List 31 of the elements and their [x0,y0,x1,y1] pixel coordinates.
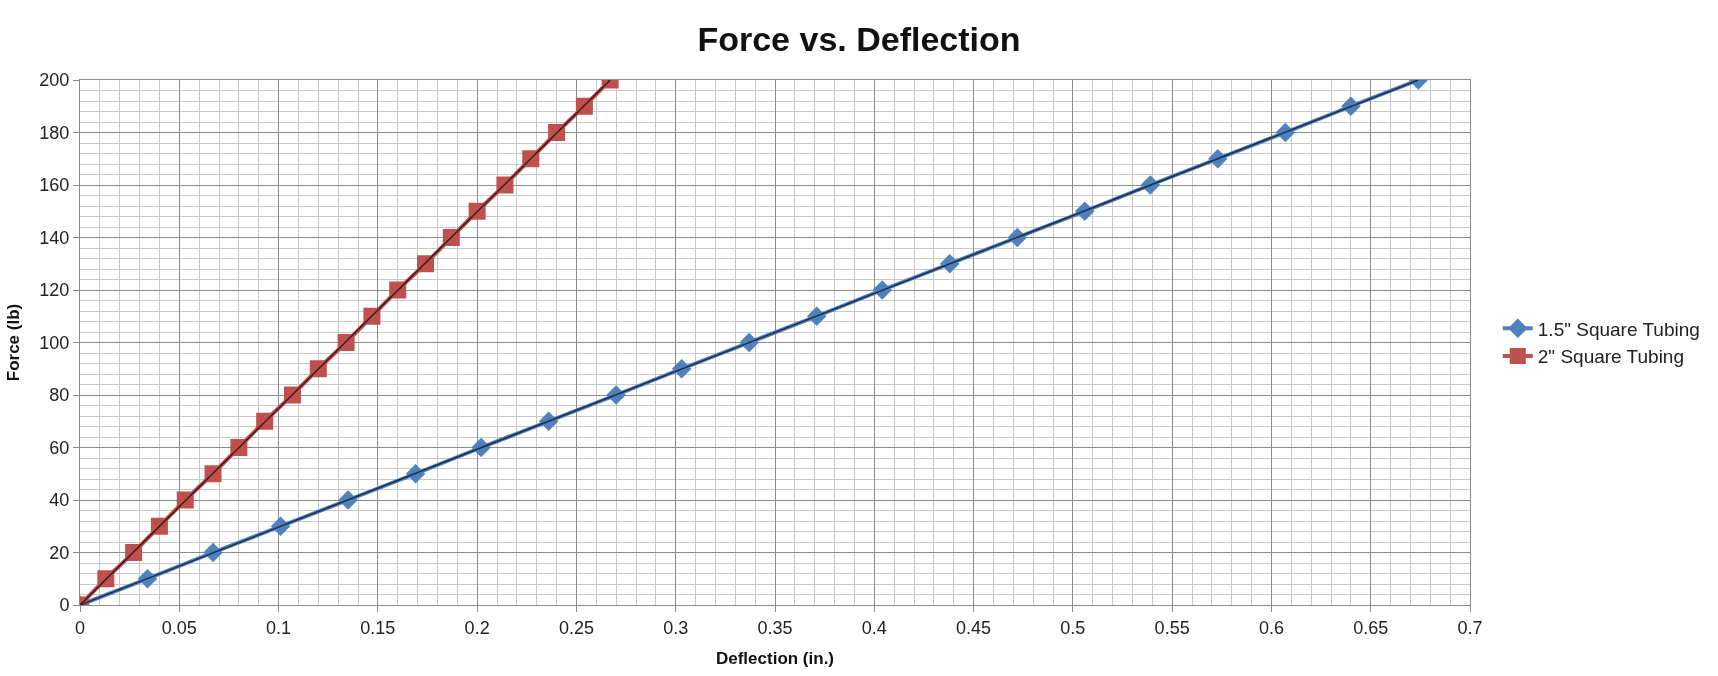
legend-label: 1.5" Square Tubing [1537,318,1700,340]
y-tick-label: 160 [39,175,70,196]
legend-label: 2" Square Tubing [1537,346,1684,368]
x-tick-label: 0.7 [1457,617,1483,638]
x-tick-label: 0.3 [663,617,689,638]
y-tick-label: 100 [39,332,70,353]
y-tick-label: 40 [49,490,70,511]
x-tick-label: 0.1 [266,617,292,638]
x-tick-label: 0 [74,617,86,638]
chart-title: Force vs. Deflection [697,19,1021,58]
x-tick-label: 0.25 [558,617,594,638]
x-tick-label: 0.15 [360,617,396,638]
y-tick-label: 20 [49,542,70,563]
y-axis-title: Force (lb) [3,303,23,382]
x-tick-label: 0.35 [757,617,793,638]
y-tick-label: 0 [59,595,70,616]
x-tick-label: 0.5 [1060,617,1086,638]
x-tick-label: 0.55 [1154,617,1190,638]
y-tick-label: 60 [49,437,70,458]
x-tick-label: 0.45 [956,617,992,638]
x-tick-label: 0.65 [1353,617,1389,638]
x-tick-label: 0.6 [1258,617,1284,638]
x-axis-title: Deflection (in.) [715,649,835,668]
y-tick-label: 120 [39,280,70,301]
y-tick-label: 80 [49,385,70,406]
y-tick-label: 200 [39,70,70,91]
y-tick-label: 140 [39,227,70,248]
y-tick-label: 180 [39,122,70,143]
x-tick-label: 0.05 [161,617,197,638]
x-tick-label: 0.2 [464,617,490,638]
x-tick-label: 0.4 [861,617,887,638]
